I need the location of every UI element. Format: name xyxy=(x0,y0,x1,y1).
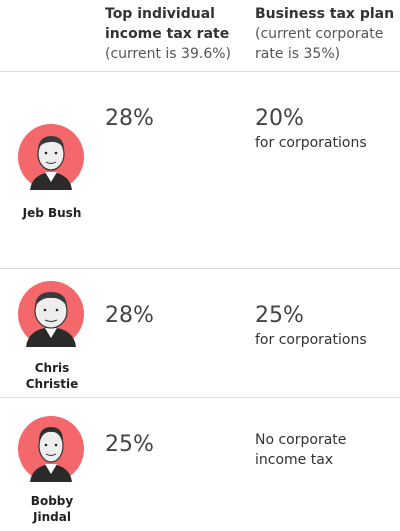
business-tax-plan: 25% for corporations xyxy=(255,302,395,350)
candidate-row-christie: Chris Christie 28% 25% for corporations xyxy=(0,269,400,398)
candidate-portrait xyxy=(18,124,84,190)
income-tax-column-header: Top individual income tax rate (current … xyxy=(105,4,245,64)
table-header: Top individual income tax rate (current … xyxy=(0,0,400,72)
income-tax-column-title: Top individual income tax rate xyxy=(105,6,230,42)
candidate-name: Jeb Bush xyxy=(22,206,82,220)
business-tax-note: for corporations xyxy=(255,135,367,151)
candidate-row-jindal: Bobby Jindal 25% No corporate income tax xyxy=(0,398,400,531)
portrait-illustration-icon xyxy=(18,124,84,190)
business-tax-rate: 25% xyxy=(255,303,304,328)
business-tax-plan: 20% for corporations xyxy=(255,105,395,153)
portrait-illustration-icon xyxy=(18,281,84,347)
portrait-illustration-icon xyxy=(18,416,84,482)
income-tax-column-subtitle: (current is 39.6%) xyxy=(105,46,231,62)
business-tax-note: for corporations xyxy=(255,332,367,348)
income-tax-rate: 28% xyxy=(105,303,154,328)
income-tax-rate: 28% xyxy=(105,106,154,131)
business-tax-column-title: Business tax plan xyxy=(255,6,395,22)
candidate-portrait xyxy=(18,281,84,347)
business-tax-plan: No corporate income tax xyxy=(255,430,395,470)
business-tax-column-header: Business tax plan (current corporate rat… xyxy=(255,4,400,64)
candidate-name: Chris Christie xyxy=(25,361,79,391)
income-tax-rate: 25% xyxy=(105,432,154,457)
business-tax-column-subtitle: (current corporate rate is 35%) xyxy=(255,26,384,62)
candidate-portrait xyxy=(18,416,84,482)
candidate-name: Bobby Jindal xyxy=(30,494,74,524)
candidate-row-bush: Jeb Bush 28% 20% for corporations xyxy=(0,72,400,269)
business-tax-note: No corporate income tax xyxy=(255,432,347,468)
business-tax-rate: 20% xyxy=(255,106,304,131)
